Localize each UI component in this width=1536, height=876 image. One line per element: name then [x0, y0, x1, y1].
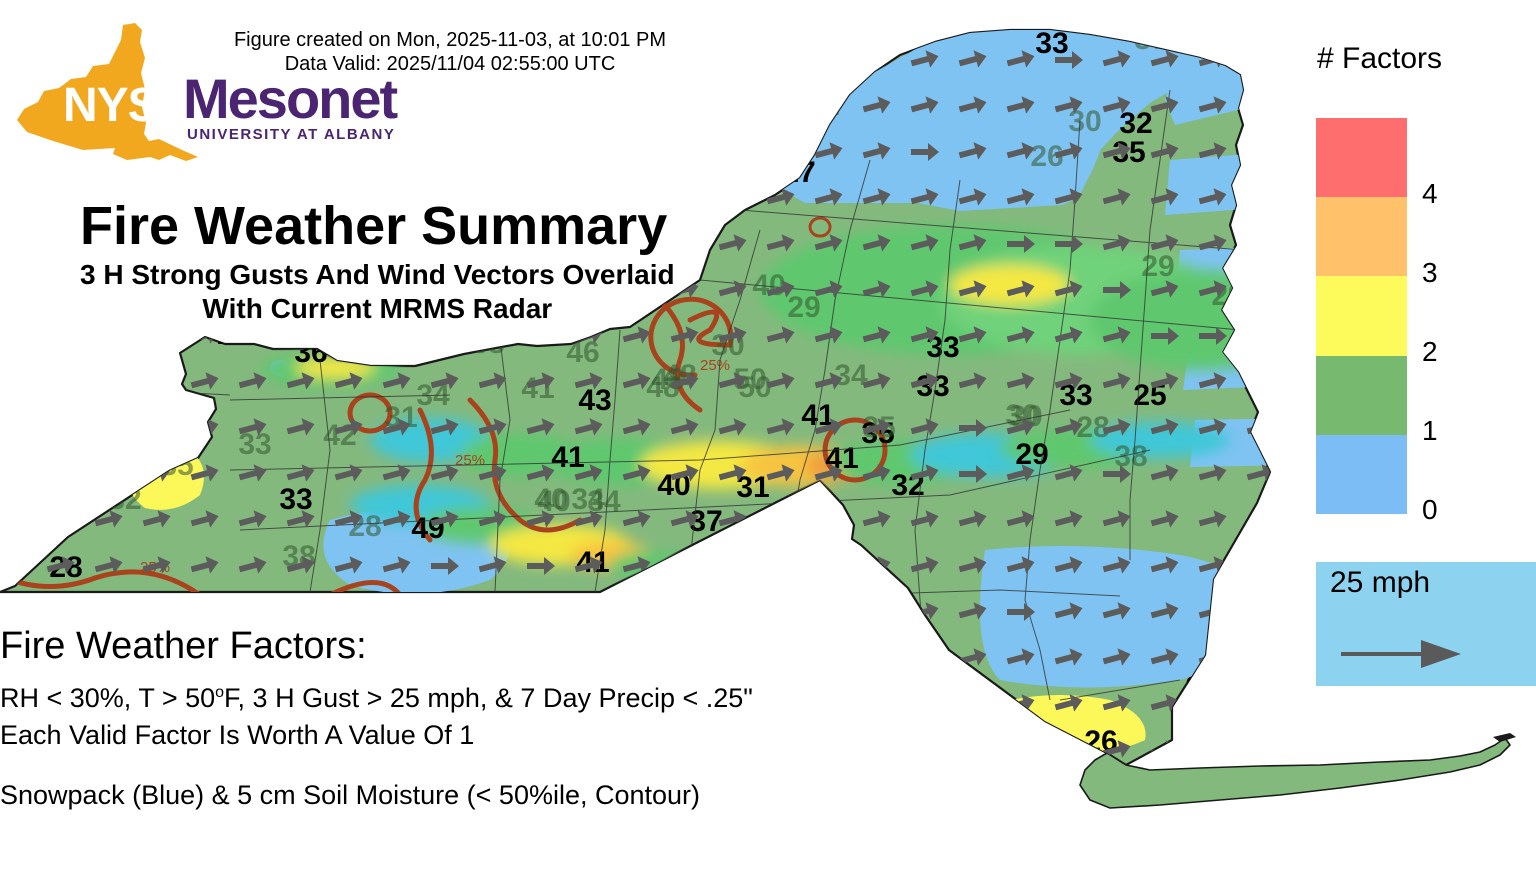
svg-text:41: 41	[551, 441, 584, 474]
svg-text:25%: 25%	[700, 357, 730, 374]
svg-text:26: 26	[1201, 23, 1234, 56]
svg-text:33: 33	[667, 169, 700, 202]
svg-text:33: 33	[916, 370, 949, 403]
svg-text:29: 29	[787, 291, 820, 324]
svg-text:25%: 25%	[455, 452, 485, 469]
svg-text:29: 29	[1015, 438, 1048, 471]
svg-text:43: 43	[578, 384, 611, 417]
svg-text:36: 36	[294, 336, 327, 369]
svg-text:33: 33	[279, 483, 312, 516]
svg-text:38: 38	[471, 327, 504, 360]
svg-text:37: 37	[1134, 23, 1167, 56]
svg-text:49: 49	[411, 512, 444, 545]
svg-text:41: 41	[208, 318, 241, 351]
svg-text:41: 41	[737, 566, 770, 599]
svg-text:33: 33	[1035, 27, 1068, 60]
svg-text:28: 28	[1076, 411, 1109, 444]
svg-text:40: 40	[364, 336, 397, 369]
svg-text:36: 36	[680, 566, 713, 599]
svg-text:48: 48	[651, 363, 684, 396]
svg-text:34: 34	[834, 359, 868, 392]
svg-text:25: 25	[1185, 671, 1218, 704]
